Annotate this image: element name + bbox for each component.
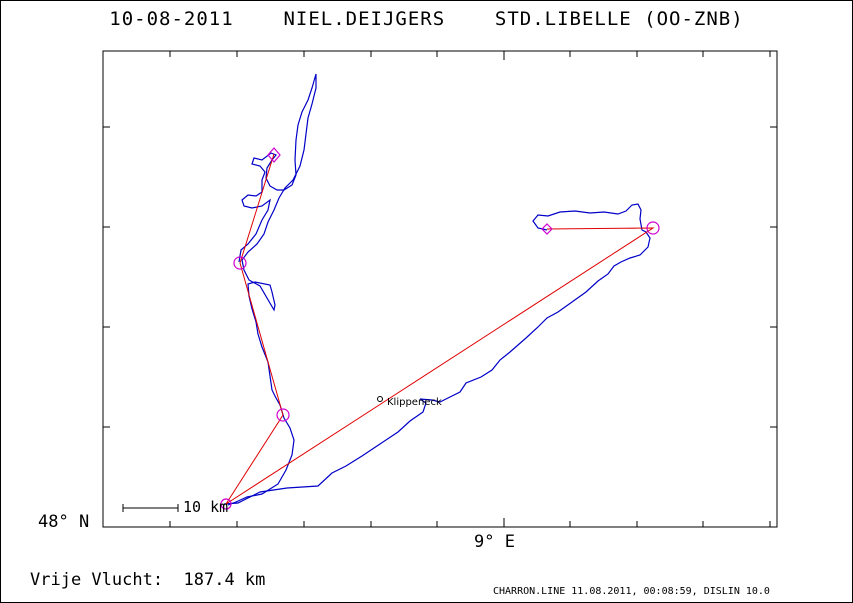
turnpoint-middle (233, 256, 247, 270)
axis-ticks (103, 51, 777, 527)
town-marker (377, 396, 383, 402)
finish-marker (541, 223, 553, 235)
distance-text: Vrije Vlucht: 187.4 km (30, 570, 266, 590)
turnpoint-south (276, 408, 290, 422)
chart-title: 10-08-2011 NIEL.DEIJGERS STD.LIBELLE (OO… (109, 8, 744, 30)
scale-bar-label: 10 km (183, 498, 229, 516)
turnpoints (220, 147, 660, 510)
y-tick-label: 48° N (38, 512, 90, 532)
turnpoint-start (220, 498, 232, 510)
town-label: Klippeneck (387, 397, 442, 408)
x-tick-label: 9° E (474, 532, 515, 552)
turnpoint-north (267, 147, 281, 163)
plot-area (102, 50, 778, 528)
task-legs (225, 153, 655, 505)
flight-track-west (227, 73, 317, 506)
scale-bar (122, 504, 179, 512)
turnpoint-east (646, 221, 660, 235)
credit-text: CHARRON.LINE 11.08.2011, 00:08:59, DISLI… (493, 586, 770, 597)
flight-track (223, 203, 651, 505)
